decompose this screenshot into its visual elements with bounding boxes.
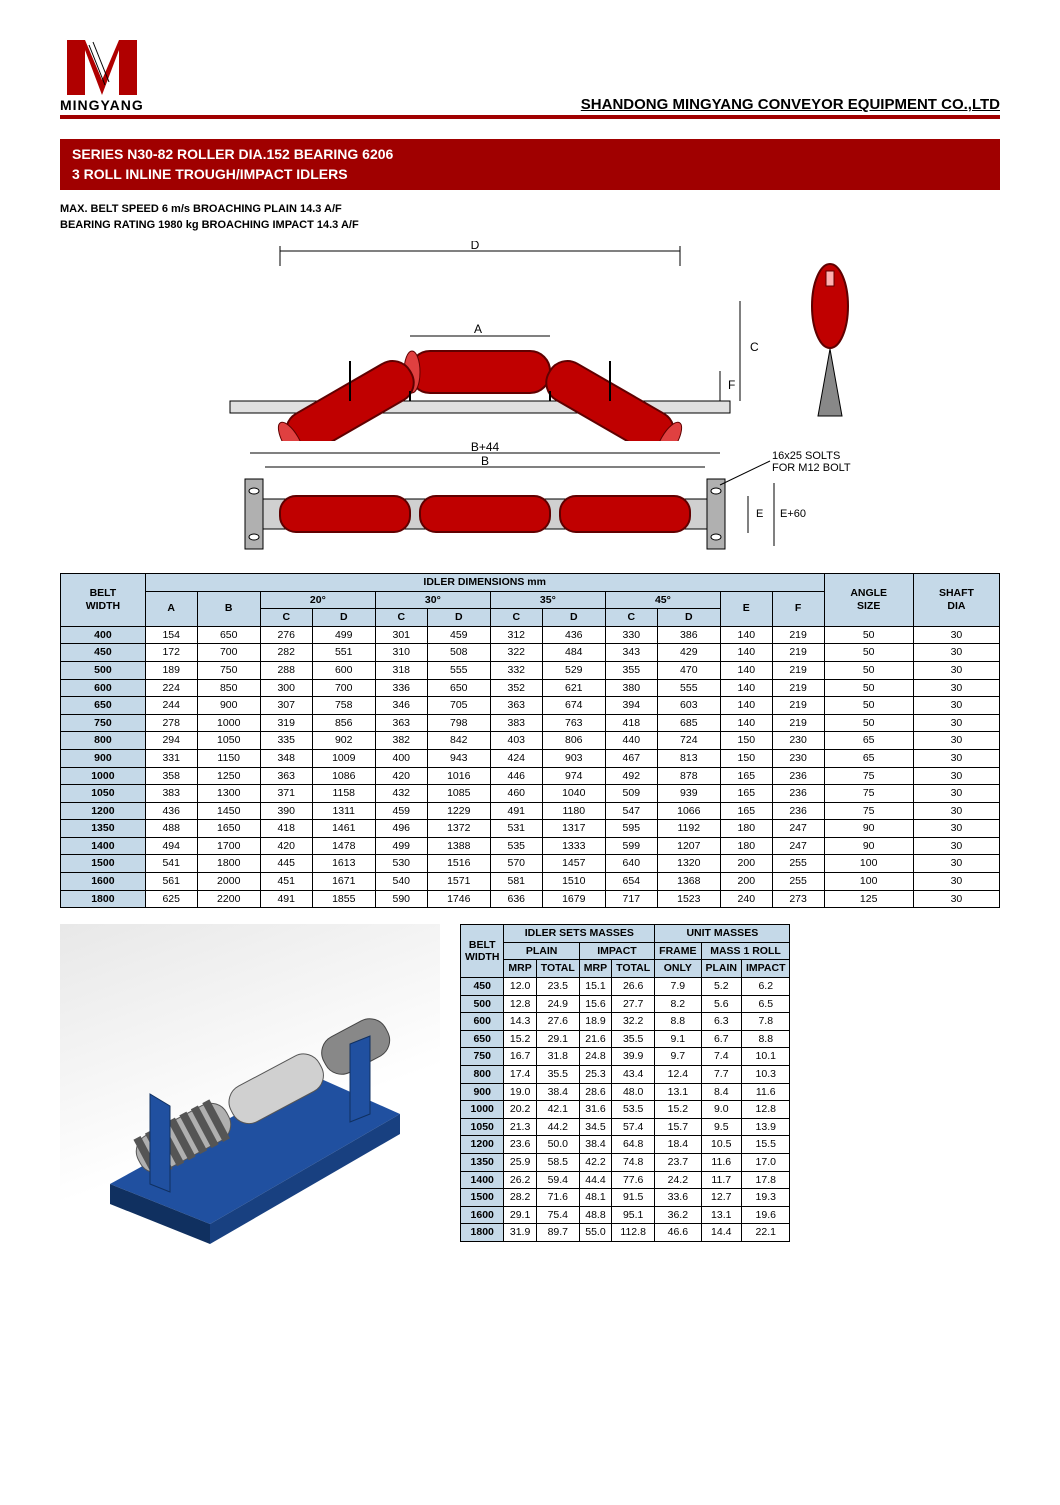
spec-line-1: MAX. BELT SPEED 6 m/s BROACHING PLAIN 14… [60, 202, 1000, 217]
banner-line-2: 3 ROLL INLINE TROUGH/IMPACT IDLERS [72, 165, 988, 185]
render-illustration [70, 934, 430, 1244]
dim-b-label: B [481, 454, 489, 468]
dim-f-label: F [728, 378, 735, 392]
dim-c-label: C [750, 340, 759, 354]
dim-b44-label: B+44 [471, 441, 500, 454]
top-view-diagram: B+44 B E E+60 16x25 SOLTS FOR M12 BOLT [150, 441, 910, 561]
spec-line-2: BEARING RATING 1980 kg BROACHING IMPACT … [60, 218, 1000, 233]
dim-e60-label: E+60 [780, 508, 806, 520]
bolt-label: FOR M12 BOLT [772, 462, 851, 474]
front-view-diagram: D A C F [150, 241, 910, 441]
slots-label: 16x25 SOLTS [772, 450, 840, 462]
logo-text: MINGYANG [60, 97, 144, 113]
idler-dimensions-table: BELTWIDTHIDLER DIMENSIONS mmANGLESIZESHA… [60, 573, 1000, 908]
dim-e-label: E [756, 508, 763, 520]
product-render-image [60, 924, 440, 1254]
spec-lines: MAX. BELT SPEED 6 m/s BROACHING PLAIN 14… [60, 202, 1000, 233]
dim-d-label: D [471, 241, 480, 252]
dim-a-label: A [474, 322, 482, 336]
title-banner: SERIES N30-82 ROLLER DIA.152 BEARING 620… [60, 139, 1000, 190]
company-name: SHANDONG MINGYANG CONVEYOR EQUIPMENT CO.… [581, 96, 1000, 113]
logo: MINGYANG [60, 40, 144, 113]
banner-line-1: SERIES N30-82 ROLLER DIA.152 BEARING 620… [72, 145, 988, 165]
document-header: MINGYANG SHANDONG MINGYANG CONVEYOR EQUI… [60, 40, 1000, 119]
technical-diagram: D A C F B+44 B E E+60 [60, 241, 1000, 561]
masses-table: BELTWIDTHIDLER SETS MASSESUNIT MASSESPLA… [460, 924, 790, 1242]
logo-m-icon [67, 40, 137, 95]
